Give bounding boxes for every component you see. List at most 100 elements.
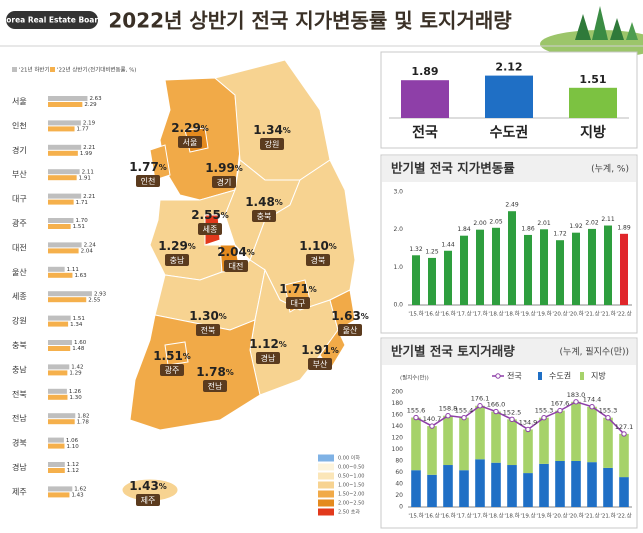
line-marker: [573, 399, 579, 405]
bar-value-label: 2.01: [537, 220, 551, 227]
line-marker: [541, 415, 547, 421]
bar: [48, 370, 68, 376]
bar: [524, 234, 532, 305]
region-tag: 전남: [208, 381, 223, 391]
region-name: 충남: [12, 365, 27, 374]
bar-value-label: 1.26: [69, 389, 82, 395]
bar: [48, 175, 77, 181]
x-tick-label: '19.하: [536, 310, 551, 318]
x-tick-label: '20.상: [552, 310, 567, 318]
bar-value-label: 1.91: [79, 175, 91, 181]
legend-label: 전국: [507, 371, 522, 381]
region-name: 경북: [12, 438, 27, 448]
x-tick-label: '22.상: [616, 310, 631, 318]
bar: [508, 211, 516, 305]
legend-label: '21년 하반기: [19, 66, 50, 74]
region-value: 1.78%: [196, 365, 234, 379]
chart-unit: (누계, %): [591, 163, 629, 175]
bar: [48, 199, 74, 205]
bar: [459, 470, 469, 507]
bar-value-label: 1.51: [579, 73, 606, 86]
legend-marker: [495, 373, 501, 379]
bar-value-label: 1.51: [73, 316, 85, 322]
legend-swatch: [12, 67, 17, 72]
line-value-label: 176.1: [471, 395, 490, 403]
line-marker: [493, 408, 499, 415]
bar-value-label: 2.29: [84, 102, 97, 108]
y-tick-label: 160: [392, 412, 404, 419]
bar: [539, 417, 549, 464]
map-region: [129, 314, 261, 431]
bar-value-label: 1.92: [569, 223, 583, 230]
bar: [588, 228, 596, 305]
bar: [48, 150, 78, 156]
bar-value-label: 1.43: [71, 493, 84, 499]
header-bg: [0, 0, 643, 44]
bar: [459, 417, 469, 471]
bar: [48, 413, 76, 419]
region-value: 1.99%: [205, 161, 243, 175]
region-value-number: 1.30: [189, 309, 219, 323]
region-value: 1.29%: [158, 239, 196, 253]
region-value: 1.30%: [189, 309, 227, 323]
y-tick-label: 180: [392, 400, 404, 407]
region-value: 1.77%: [129, 160, 167, 174]
bar: [619, 433, 629, 478]
bar-value-label: 2.00: [473, 220, 487, 227]
bar: [555, 410, 565, 461]
region-value-unit: %: [183, 352, 191, 361]
bar: [603, 417, 613, 468]
region-value: 2.29%: [171, 121, 209, 135]
region-tag: 인천: [141, 176, 156, 186]
bar: [48, 492, 70, 498]
category-label: 수도권: [490, 125, 529, 141]
bar: [48, 218, 74, 223]
region-value-unit: %: [331, 346, 339, 355]
bar: [556, 240, 564, 305]
bar-value-label: 2.93: [94, 291, 107, 297]
bar: [523, 429, 533, 474]
bar-value-label: 1.99: [80, 151, 93, 157]
bar: [48, 486, 73, 492]
region-value-unit: %: [275, 198, 283, 207]
line-marker: [557, 407, 563, 414]
bar-value-label: 1.11: [67, 267, 79, 273]
line-value-label: 166.0: [487, 401, 506, 409]
x-tick-label: '19.상: [520, 512, 535, 520]
bar: [48, 346, 71, 351]
bar-value-label: 1.12: [67, 468, 79, 474]
bar-value-label: 1.86: [521, 225, 535, 232]
bar: [571, 401, 581, 461]
region-value-number: 1.48: [245, 195, 275, 209]
bar: [48, 364, 70, 370]
legend-swatch: [538, 372, 542, 380]
chart-unit: (누계, 필지수(만)): [560, 346, 629, 358]
region-tag-bg: [338, 324, 362, 336]
region-tag: 충북: [257, 212, 272, 221]
bar: [411, 470, 421, 507]
bar: [460, 235, 468, 305]
x-tick-label: '16.하: [440, 310, 455, 318]
y-tick-label: 0: [399, 504, 403, 511]
region-value-number: 2.29: [171, 121, 201, 135]
bar: [444, 250, 452, 305]
bar-value-label: 1.51: [73, 224, 85, 230]
bar: [401, 80, 449, 118]
x-tick-label: '15.하: [408, 310, 423, 318]
line-value-label: 158.8: [439, 405, 458, 413]
map-legend-swatch: [318, 490, 334, 498]
bar: [48, 419, 75, 425]
x-tick-label: '21.하: [600, 310, 615, 318]
region-tag: 강원: [265, 139, 280, 149]
page-title: 2022년 상반기 전국 지가변동률 및 토지거래량: [108, 9, 512, 33]
region-name: 전남: [12, 413, 27, 423]
bar: [48, 96, 88, 101]
bar: [48, 224, 71, 229]
region-value: 1.12%: [249, 337, 287, 351]
bar: [48, 169, 80, 175]
x-tick-label: '17.하: [472, 512, 487, 520]
legend-label: 수도권: [549, 371, 571, 381]
region-name: 제주: [12, 487, 27, 496]
y-tick-label: 3.0: [393, 189, 403, 196]
y-tick-label: 1.0: [393, 264, 403, 271]
